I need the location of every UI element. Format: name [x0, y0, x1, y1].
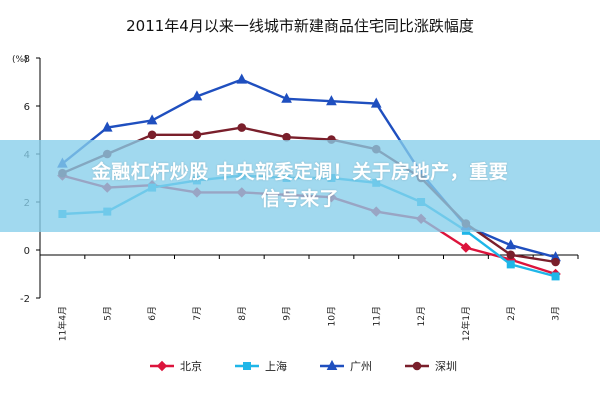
data-point — [551, 272, 560, 281]
x-tick-label: 6月 — [147, 306, 158, 321]
data-point — [192, 130, 202, 140]
data-point — [506, 260, 515, 269]
data-point — [147, 130, 157, 140]
data-point — [237, 123, 247, 132]
legend-item: 深圳 — [405, 360, 457, 373]
x-tick-label: 8月 — [237, 306, 248, 321]
y-tick-label: 8 — [24, 54, 30, 65]
x-tick-label: 12月 — [416, 306, 427, 326]
x-tick-label: 11年4月 — [56, 306, 68, 341]
data-point — [191, 90, 203, 101]
y-tick-label: -2 — [20, 294, 30, 305]
headline-banner[interactable]: 金融杠杆炒股 中央部委定调！关于房地产，重要 信号来了 — [0, 140, 600, 232]
data-point — [236, 73, 248, 84]
x-tick-label: 10月 — [326, 306, 337, 326]
y-axis-unit: (%) — [12, 55, 28, 65]
y-tick-label: 0 — [24, 246, 30, 257]
data-point — [281, 92, 292, 103]
legend-label: 上海 — [265, 359, 287, 373]
data-point — [505, 239, 517, 250]
legend-item: 上海 — [235, 359, 287, 373]
legend: 北京 上海 广州 深圳 — [150, 359, 457, 373]
legend-item: 广州 — [320, 359, 372, 373]
x-tick-label: 5月 — [102, 306, 113, 321]
legend-marker — [243, 362, 251, 370]
legend-label: 深圳 — [435, 360, 457, 373]
chart-title: 2011年4月以来一线城市新建商品住宅同比涨跌幅度 — [126, 17, 474, 35]
data-point — [370, 97, 382, 108]
data-point — [551, 257, 560, 267]
x-tick-label: 12年1月 — [460, 306, 472, 341]
legend-marker — [156, 360, 168, 372]
headline-text[interactable]: 金融杠杆炒股 中央部委定调！关于房地产，重要 信号来了 — [20, 159, 580, 213]
data-point — [326, 95, 337, 106]
headline-line-1: 金融杠杆炒股 中央部委定调！关于房地产，重要 — [91, 161, 509, 183]
legend-item: 北京 — [150, 359, 202, 373]
x-tick-label: 9月 — [282, 306, 293, 321]
data-point — [506, 250, 516, 260]
legend-label: 北京 — [180, 359, 202, 373]
x-tick-label: 7月 — [192, 306, 203, 321]
axes: -20246811年4月5月6月7月8月9月10月11月12月12年1月2月3月 — [20, 54, 579, 341]
x-tick-label: 2月 — [506, 306, 517, 321]
headline-line-2: 信号来了 — [260, 188, 339, 210]
data-point — [460, 242, 472, 253]
legend-marker — [412, 361, 422, 371]
y-tick-label: 6 — [24, 102, 30, 113]
x-tick-label: 3月 — [551, 306, 562, 321]
data-point — [146, 114, 158, 125]
legend-marker — [326, 359, 338, 370]
legend-label: 广州 — [350, 360, 372, 373]
x-tick-label: 11月 — [371, 306, 382, 326]
data-point — [101, 121, 113, 132]
